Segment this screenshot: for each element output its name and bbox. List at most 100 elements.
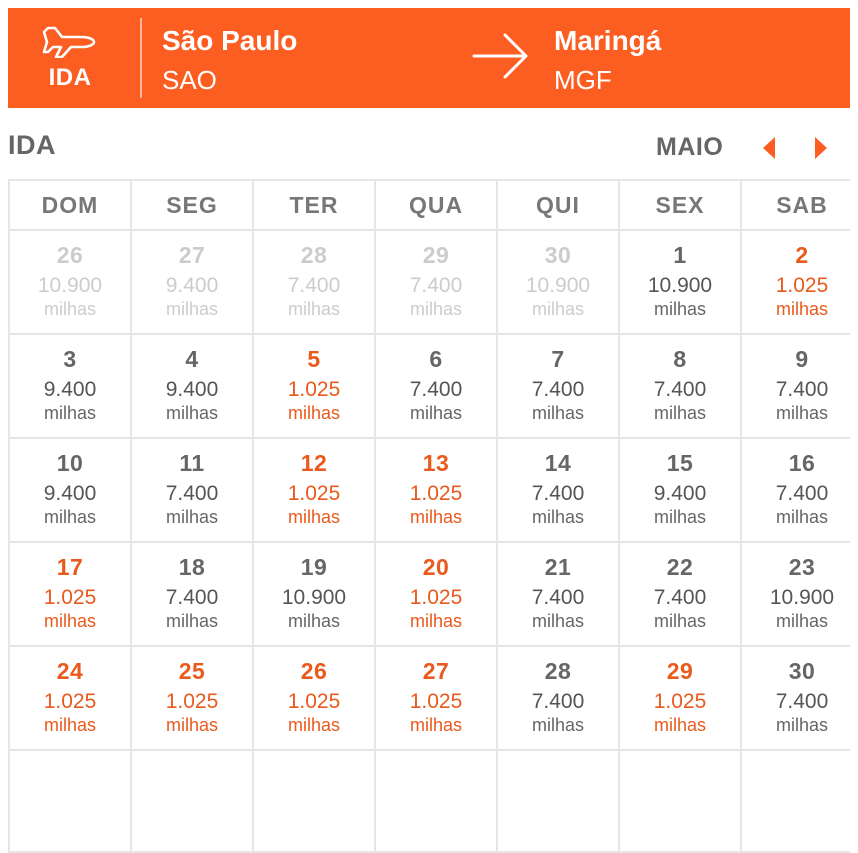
day-miles-unit: milhas bbox=[409, 299, 462, 319]
day-miles-unit: milhas bbox=[775, 611, 828, 631]
weekday-header: SAB bbox=[742, 181, 858, 229]
day-number: 7 bbox=[551, 346, 565, 372]
calendar-day-cell[interactable]: 13 1.025 milhas bbox=[376, 439, 496, 541]
day-number: 28 bbox=[300, 242, 328, 268]
calendar-day-cell[interactable]: 5 1.025 milhas bbox=[254, 335, 374, 437]
day-miles-unit: milhas bbox=[287, 611, 340, 631]
origin-city: São Paulo bbox=[162, 25, 298, 56]
day-price: 1.025 bbox=[287, 482, 341, 505]
prev-month-button[interactable] bbox=[756, 134, 782, 162]
day-price: 10.900 bbox=[37, 274, 103, 297]
day-miles-unit: milhas bbox=[165, 715, 218, 735]
calendar-day-cell[interactable]: 9 7.400 milhas bbox=[742, 335, 858, 437]
day-price: 7.400 bbox=[531, 586, 585, 609]
calendar-day-cell[interactable]: 8 7.400 milhas bbox=[620, 335, 740, 437]
day-number: 17 bbox=[56, 554, 84, 580]
day-number: 20 bbox=[422, 554, 450, 580]
calendar-day-cell[interactable]: 19 10.900 milhas bbox=[254, 543, 374, 645]
calendar-day-cell[interactable]: 22 7.400 milhas bbox=[620, 543, 740, 645]
day-number: 9 bbox=[795, 346, 809, 372]
calendar-day-cell[interactable]: 25 1.025 milhas bbox=[132, 647, 252, 749]
calendar-day-cell[interactable]: 4 9.400 milhas bbox=[132, 335, 252, 437]
calendar-day-cell[interactable]: 16 7.400 milhas bbox=[742, 439, 858, 541]
calendar-grid: DOM SEG TER QUA QUI SEX SAB 26 10.900 milh… bbox=[8, 179, 858, 853]
calendar-day-cell[interactable]: 10 9.400 milhas bbox=[10, 439, 130, 541]
day-price: 9.400 bbox=[43, 378, 97, 401]
day-number: 12 bbox=[300, 450, 328, 476]
header-divider bbox=[140, 18, 142, 98]
next-month-button[interactable] bbox=[808, 134, 834, 162]
weekday-header: QUA bbox=[376, 181, 496, 229]
day-miles-unit: milhas bbox=[653, 507, 706, 527]
day-number: 30 bbox=[788, 658, 816, 684]
calendar-day-cell[interactable]: 17 1.025 milhas bbox=[10, 543, 130, 645]
day-number: 2 bbox=[795, 242, 809, 268]
calendar-day-cell[interactable]: 29 1.025 milhas bbox=[620, 647, 740, 749]
destination-city: Maringá bbox=[554, 25, 662, 56]
calendar-day-cell[interactable]: 23 10.900 milhas bbox=[742, 543, 858, 645]
day-miles-unit: milhas bbox=[43, 611, 96, 631]
calendar-day-cell[interactable]: 14 7.400 milhas bbox=[498, 439, 618, 541]
day-number: 27 bbox=[422, 658, 450, 684]
empty-calendar-cell bbox=[620, 751, 740, 851]
weekday-header: DOM bbox=[10, 181, 130, 229]
day-miles-unit: milhas bbox=[531, 299, 584, 319]
day-number: 11 bbox=[179, 450, 205, 476]
day-miles-unit: milhas bbox=[775, 715, 828, 735]
day-number: 30 bbox=[544, 242, 572, 268]
calendar-day-cell[interactable]: 11 7.400 milhas bbox=[132, 439, 252, 541]
day-price: 7.400 bbox=[775, 378, 829, 401]
day-number: 5 bbox=[307, 346, 321, 372]
day-miles-unit: milhas bbox=[165, 507, 218, 527]
day-number: 10 bbox=[56, 450, 84, 476]
empty-calendar-cell bbox=[742, 751, 858, 851]
day-number: 22 bbox=[666, 554, 694, 580]
day-miles-unit: milhas bbox=[165, 611, 218, 631]
day-miles-unit: milhas bbox=[653, 611, 706, 631]
calendar-day-cell[interactable]: 21 7.400 milhas bbox=[498, 543, 618, 645]
calendar-day-cell[interactable]: 30 7.400 milhas bbox=[742, 647, 858, 749]
day-number: 3 bbox=[63, 346, 77, 372]
calendar-day-cell: 27 9.400 milhas bbox=[132, 231, 252, 333]
day-price: 7.400 bbox=[165, 482, 219, 505]
day-price: 10.900 bbox=[647, 274, 713, 297]
day-price: 10.900 bbox=[525, 274, 591, 297]
day-miles-unit: milhas bbox=[653, 299, 706, 319]
day-number: 29 bbox=[422, 242, 450, 268]
calendar-day-cell[interactable]: 26 1.025 milhas bbox=[254, 647, 374, 749]
calendar-day-cell[interactable]: 3 9.400 milhas bbox=[10, 335, 130, 437]
day-miles-unit: milhas bbox=[287, 507, 340, 527]
calendar-day-cell[interactable]: 1 10.900 milhas bbox=[620, 231, 740, 333]
calendar-day-cell[interactable]: 6 7.400 milhas bbox=[376, 335, 496, 437]
empty-calendar-cell bbox=[132, 751, 252, 851]
day-price: 1.025 bbox=[775, 274, 829, 297]
day-price: 10.900 bbox=[769, 586, 835, 609]
day-price: 7.400 bbox=[531, 482, 585, 505]
calendar-day-cell[interactable]: 2 1.025 milhas bbox=[742, 231, 858, 333]
calendar-day-cell[interactable]: 7 7.400 milhas bbox=[498, 335, 618, 437]
day-number: 29 bbox=[666, 658, 694, 684]
empty-calendar-cell bbox=[376, 751, 496, 851]
day-number: 26 bbox=[300, 658, 328, 684]
calendar-day-cell[interactable]: 27 1.025 milhas bbox=[376, 647, 496, 749]
day-miles-unit: milhas bbox=[531, 403, 584, 423]
day-number: 4 bbox=[185, 346, 199, 372]
day-miles-unit: milhas bbox=[653, 403, 706, 423]
day-number: 14 bbox=[544, 450, 572, 476]
day-miles-unit: milhas bbox=[775, 507, 828, 527]
calendar-day-cell[interactable]: 18 7.400 milhas bbox=[132, 543, 252, 645]
day-price: 7.400 bbox=[775, 482, 829, 505]
day-number: 1 bbox=[673, 242, 687, 268]
calendar-day-cell[interactable]: 12 1.025 milhas bbox=[254, 439, 374, 541]
day-price: 1.025 bbox=[287, 378, 341, 401]
calendar-day-cell[interactable]: 15 9.400 milhas bbox=[620, 439, 740, 541]
airplane-icon bbox=[42, 26, 96, 58]
calendar-day-cell[interactable]: 28 7.400 milhas bbox=[498, 647, 618, 749]
day-number: 15 bbox=[666, 450, 694, 476]
day-miles-unit: milhas bbox=[287, 403, 340, 423]
calendar-day-cell[interactable]: 24 1.025 milhas bbox=[10, 647, 130, 749]
calendar-day-cell[interactable]: 20 1.025 milhas bbox=[376, 543, 496, 645]
origin-code: SAO bbox=[162, 65, 217, 95]
leg-indicator: IDA bbox=[40, 24, 100, 92]
day-number: 25 bbox=[178, 658, 206, 684]
